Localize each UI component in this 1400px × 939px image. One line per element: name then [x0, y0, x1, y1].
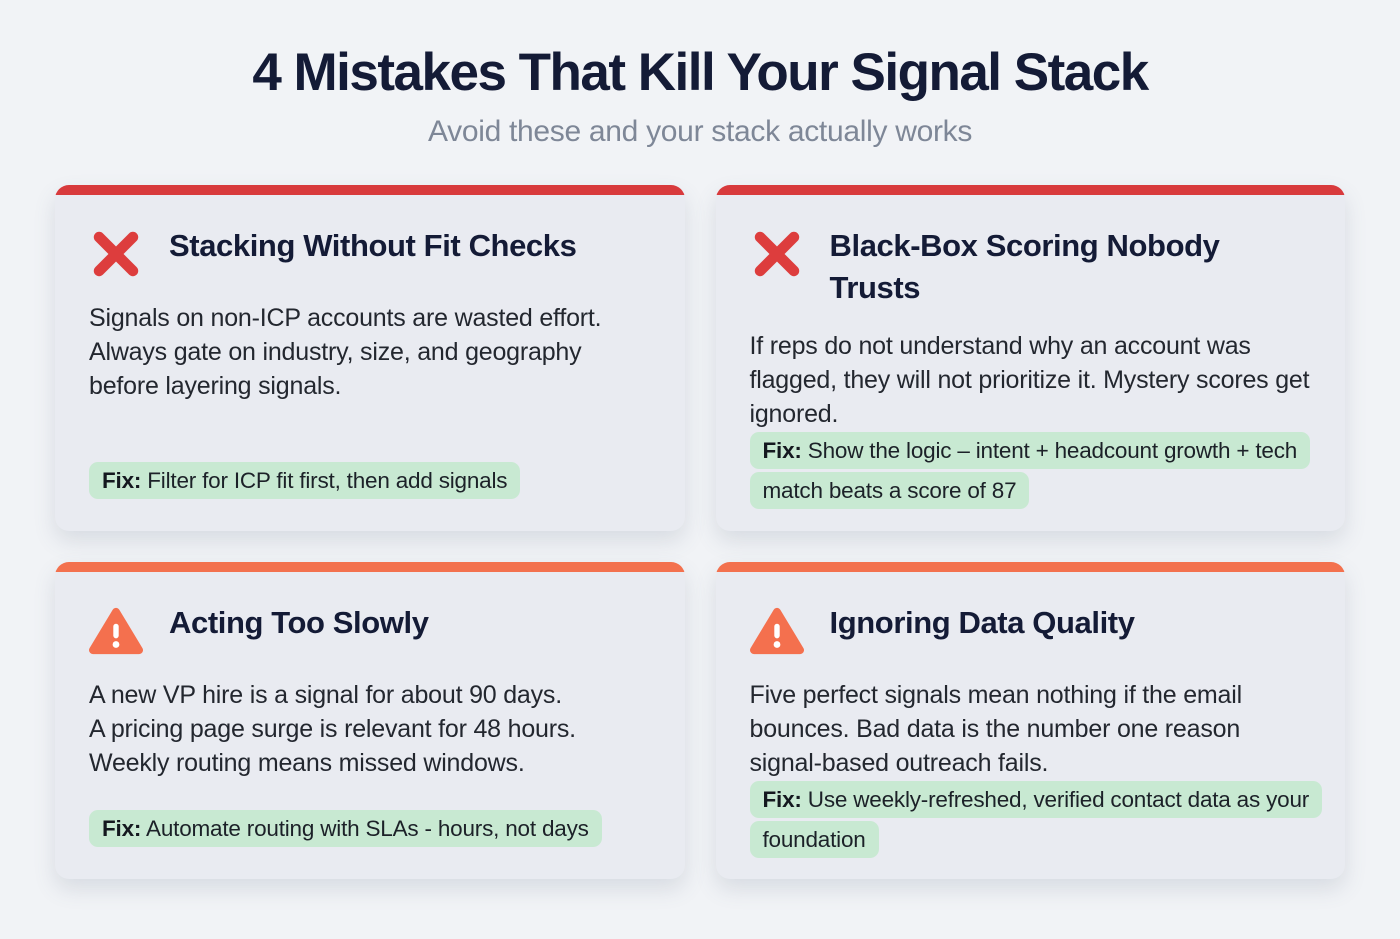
fix-highlight: Fix: Use weekly-refreshed, verified cont…	[749, 780, 1323, 860]
card-content: Stacking Without Fit Checks Signals on n…	[55, 195, 685, 531]
x-icon	[750, 227, 804, 281]
card-title: Stacking Without Fit Checks	[169, 228, 577, 263]
fix-highlight: Fix: Filter for ICP fit first, then add …	[89, 461, 651, 501]
fix-label: Fix:	[762, 437, 802, 463]
x-icon	[89, 227, 143, 281]
fix-text: Use weekly-refreshed, verified contact d…	[762, 787, 1310, 853]
page-subtitle: Avoid these and your stack actually work…	[427, 115, 973, 148]
card-accent-bar	[55, 185, 685, 195]
card-header: Stacking Without Fit Checks	[89, 225, 651, 281]
card-body-text: Signals on non-ICP accounts are wasted e…	[89, 304, 602, 400]
card-black-box-scoring: Black-Box Scoring Nobody Trusts If reps …	[715, 185, 1346, 531]
card-accent-bar	[715, 185, 1345, 195]
fix-label: Fix:	[762, 787, 802, 812]
fix-text: Automate routing with SLAs - hours, not …	[146, 815, 589, 841]
fix-highlight: Fix: Show the logic – intent + headcount…	[749, 431, 1312, 511]
card-ignoring-data-quality: Ignoring Data Quality Five perfect signa…	[715, 562, 1346, 879]
card-content: Black-Box Scoring Nobody Trusts If reps …	[716, 195, 1346, 531]
card-accent-bar	[715, 562, 1345, 572]
card-header: Black-Box Scoring Nobody Trusts	[750, 225, 1312, 309]
fix-text: Filter for ICP fit first, then add signa…	[147, 467, 508, 493]
fix-label: Fix:	[102, 815, 142, 841]
card-header: Ignoring Data Quality	[749, 602, 1312, 658]
page-title: 4 Mistakes That Kill Your Signal Stack	[252, 43, 1149, 102]
card-acting-too-slowly: Acting Too Slowly A new VP hire is a sig…	[55, 562, 685, 879]
card-header: Acting Too Slowly	[89, 602, 651, 658]
card-title: Acting Too Slowly	[169, 605, 429, 640]
card-content: Acting Too Slowly A new VP hire is a sig…	[55, 572, 685, 879]
fix-label: Fix:	[102, 467, 142, 493]
card-content: Ignoring Data Quality Five perfect signa…	[716, 572, 1346, 879]
card-body-text: If reps do not understand why an account…	[749, 331, 1310, 428]
card-body-text: Five perfect signals mean nothing if the…	[749, 681, 1243, 777]
fix-text: Show the logic – intent + headcount grow…	[762, 437, 1298, 503]
card-body-text: A new VP hire is a signal for about 90 d…	[89, 681, 576, 777]
card-title: Ignoring Data Quality	[829, 605, 1135, 640]
warning-triangle-icon	[749, 604, 804, 658]
card-stacking-without-fit-checks: Stacking Without Fit Checks Signals on n…	[55, 185, 685, 531]
card-title: Black-Box Scoring Nobody Trusts	[829, 228, 1220, 305]
mistake-cards-grid: Stacking Without Fit Checks Signals on n…	[55, 185, 1345, 879]
page-header: 4 Mistakes That Kill Your Signal Stack A…	[0, 0, 1400, 149]
warning-triangle-icon	[89, 604, 143, 658]
fix-highlight: Fix: Automate routing with SLAs - hours,…	[89, 809, 651, 849]
card-accent-bar	[55, 562, 685, 572]
